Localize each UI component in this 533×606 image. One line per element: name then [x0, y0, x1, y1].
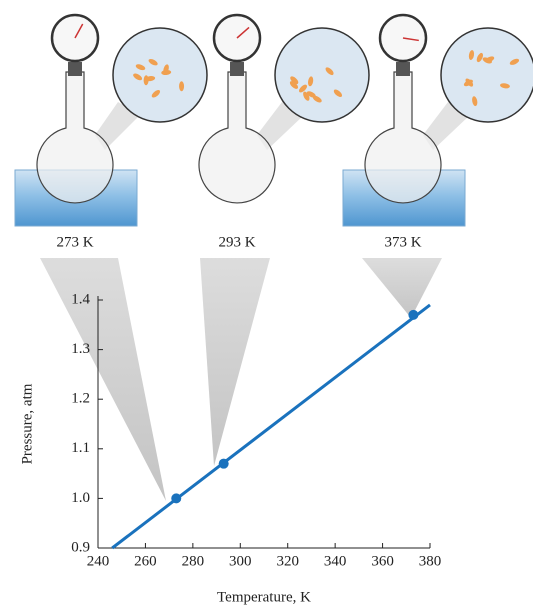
flask-label: 293 K [218, 234, 255, 250]
beam [40, 258, 166, 501]
x-tick-label: 260 [134, 553, 157, 569]
plot: 0.9 1.0 1.1 1.2 1.3 1.4 240 260 280 300 320 340 360 3… [71, 291, 441, 569]
stopper [68, 62, 82, 76]
molecule [484, 56, 495, 63]
x-tick-label: 300 [229, 553, 252, 569]
trend-line [111, 303, 431, 550]
gauge-needle [74, 23, 84, 39]
molecule [299, 84, 308, 93]
molecule [179, 81, 185, 92]
y-axis-title: Pressure, atm [19, 383, 35, 464]
data-point [171, 493, 182, 504]
flask [198, 71, 276, 204]
y-tick-label: 1.2 [71, 391, 90, 407]
flask-label: 373 K [384, 234, 421, 250]
y-tick-label: 1.4 [71, 291, 90, 307]
molecule [468, 50, 475, 60]
beam [423, 102, 470, 150]
x-tick-label: 340 [324, 553, 347, 569]
molecule [500, 83, 510, 89]
gauge-needle [402, 37, 419, 42]
magnified-view [112, 27, 208, 123]
magnified-view [274, 27, 370, 123]
beam [95, 102, 140, 150]
molecule [325, 67, 334, 76]
illustration [40, 102, 470, 501]
x-tick-label: 380 [419, 553, 442, 569]
y-tick-label: 1.3 [71, 341, 90, 357]
beam [200, 258, 270, 466]
molecule [333, 89, 343, 98]
beam [362, 258, 442, 318]
molecule [465, 78, 474, 87]
x-tick-label: 360 [371, 553, 394, 569]
data-point [218, 458, 229, 469]
y-tick-label: 1.0 [71, 490, 90, 506]
molecule [145, 76, 156, 82]
stopper [396, 62, 410, 76]
magnified-view [440, 27, 533, 123]
y-tick-label: 1.1 [71, 440, 90, 456]
molecule [303, 91, 310, 101]
flask [364, 71, 442, 204]
molecule [476, 52, 484, 63]
molecule [133, 73, 143, 81]
gauge-needle [236, 26, 250, 39]
x-tick-label: 320 [276, 553, 299, 569]
molecule [289, 81, 299, 89]
molecule [161, 69, 172, 76]
x-tick-label: 240 [87, 553, 110, 569]
molecule [290, 76, 299, 85]
beam [257, 102, 304, 150]
x-tick-label: 280 [182, 553, 205, 569]
molecule [148, 58, 158, 66]
flasks: 273 K 293 K 373 K [14, 13, 533, 250]
y-tick-label: 0.9 [71, 539, 90, 555]
molecule [135, 64, 146, 71]
molecule [509, 58, 520, 65]
molecule [151, 90, 161, 98]
flask-label: 273 K [56, 234, 93, 250]
data-point [408, 309, 419, 320]
molecule [308, 76, 314, 87]
stopper [230, 62, 244, 76]
molecule [472, 96, 478, 107]
flask [36, 71, 114, 204]
x-axis-title: Temperature, K [217, 589, 311, 605]
molecule [306, 91, 316, 98]
molecule [312, 95, 322, 103]
